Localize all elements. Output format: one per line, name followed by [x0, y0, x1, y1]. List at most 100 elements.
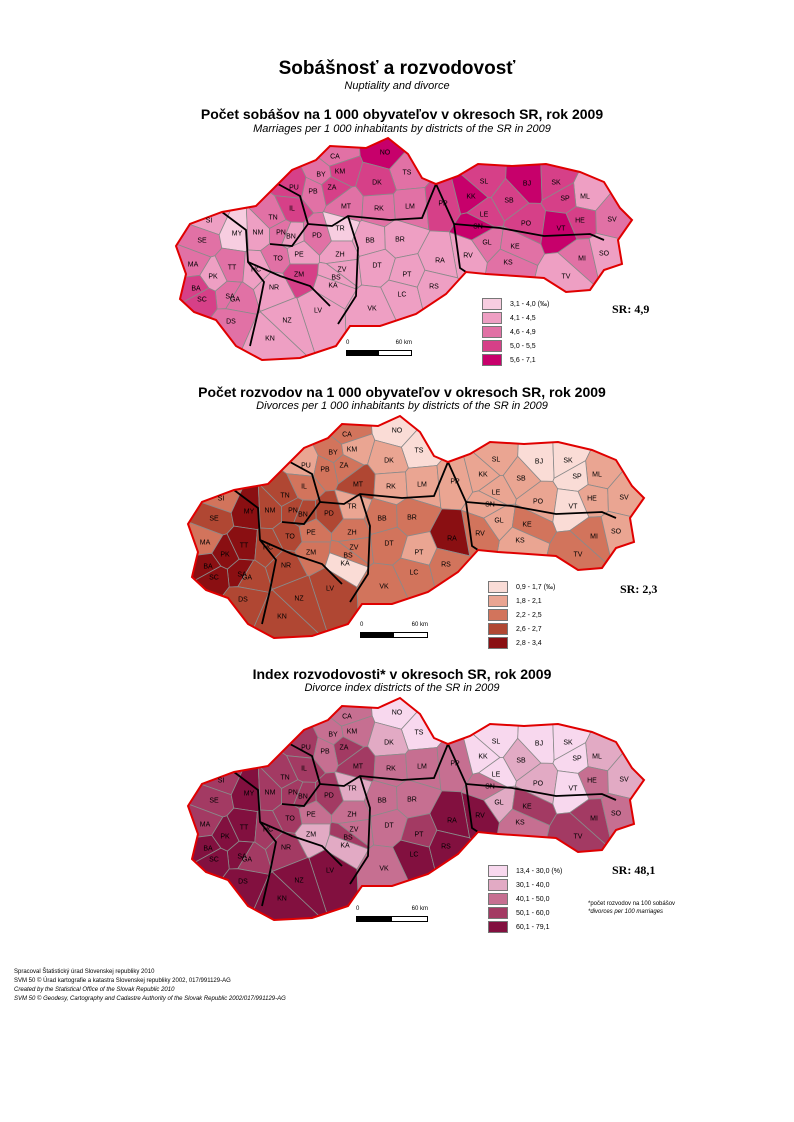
- map2-national-value: SR: 2,3: [620, 582, 658, 596]
- district-label: TS: [415, 730, 424, 737]
- district-label: SA: [225, 294, 235, 301]
- district-label: BR: [395, 237, 405, 244]
- district-label: TT: [240, 543, 249, 550]
- region-boundary: [349, 775, 371, 885]
- district-label: ZH: [347, 530, 356, 537]
- map1-subtitle: Marriages per 1 000 inhabitants by distr…: [253, 123, 551, 135]
- district-label: KM: [347, 447, 358, 454]
- district-label: BB: [365, 238, 375, 245]
- region-boundary: [233, 771, 277, 907]
- district-label: GL: [494, 800, 503, 807]
- district-label: SB: [516, 758, 526, 765]
- district-label: SV: [607, 217, 617, 224]
- district-label: DT: [372, 263, 382, 270]
- district-label: BJ: [535, 741, 543, 748]
- district-label: KA: [328, 283, 338, 290]
- district-label: MA: [200, 822, 211, 829]
- district-label: KE: [522, 804, 532, 811]
- district-label: MI: [578, 256, 586, 263]
- district-label: PD: [324, 511, 334, 518]
- map3-footnote: *počet rozvodov na 100 sobášov *divorces…: [588, 901, 676, 915]
- district-label: SB: [504, 198, 514, 205]
- district-label: NR: [281, 563, 291, 570]
- footer-credits: Spracoval Štatistický úrad Slovenskej re…: [14, 969, 286, 1002]
- map3-national-value: SR: 48,1: [612, 863, 656, 877]
- district-label: MY: [232, 231, 243, 238]
- district-label: LM: [417, 482, 427, 489]
- district-label: RV: [475, 813, 485, 820]
- district-ds: [188, 586, 270, 638]
- district-label: HE: [575, 218, 585, 225]
- district-label: GL: [482, 240, 491, 247]
- region-boundary: [447, 461, 479, 551]
- legend-item: 2,8 - 3,4: [488, 636, 555, 650]
- district-label: DT: [384, 823, 394, 830]
- district-label: PN: [288, 790, 298, 797]
- district-label: SK: [563, 740, 573, 747]
- district-label: TT: [228, 265, 237, 272]
- district-label: PP: [450, 761, 460, 768]
- map3-legend: 13,4 - 30,0 (%) 30,1 - 40,0 40,1 - 50,0 …: [488, 864, 562, 934]
- district-label: BY: [328, 732, 338, 739]
- region-boundary: [233, 489, 277, 625]
- district-label: HC: [263, 827, 273, 834]
- district-label: NO: [380, 150, 391, 157]
- district-label: TR: [335, 226, 344, 233]
- district-label: BN: [298, 512, 308, 519]
- district-label: LV: [326, 868, 334, 875]
- district-label: ZM: [306, 832, 316, 839]
- district-label: LE: [480, 212, 489, 219]
- district-label: RA: [447, 536, 457, 543]
- district-so: [600, 510, 644, 635]
- district-label: SI: [218, 496, 225, 503]
- district-sc: [188, 565, 230, 638]
- legend-item: 50,1 - 60,0: [488, 906, 562, 920]
- district-label: NO: [392, 710, 403, 717]
- district-label: LM: [405, 204, 415, 211]
- district-label: KM: [347, 729, 358, 736]
- district-label: SL: [480, 179, 489, 186]
- district-label: CA: [330, 154, 340, 161]
- district-label: BJ: [535, 459, 543, 466]
- district-label: PB: [320, 467, 330, 474]
- district-label: PP: [438, 201, 448, 208]
- district-label: NM: [265, 790, 276, 797]
- district-label: BN: [286, 234, 296, 241]
- district-label: ZV: [350, 827, 359, 834]
- region-boundary: [465, 501, 617, 519]
- district-label: RV: [463, 253, 473, 260]
- district-label: ZV: [338, 267, 347, 274]
- district-label: SC: [197, 297, 207, 304]
- district-label: ZM: [306, 550, 316, 557]
- district-label: KS: [515, 820, 525, 827]
- district-label: BS: [343, 835, 353, 842]
- district-label: ZH: [335, 252, 344, 259]
- district-label: LC: [410, 852, 419, 859]
- district-label: ML: [592, 472, 602, 479]
- district-label: KN: [277, 896, 287, 903]
- map1-legend: 3,1 - 4,0 (‰) 4,1 - 4,5 4,6 - 4,9 5,0 - …: [482, 297, 549, 367]
- district-label: BN: [298, 794, 308, 801]
- district-label: TR: [347, 786, 356, 793]
- district-label: TO: [273, 256, 283, 263]
- district-label: VK: [379, 866, 389, 873]
- district-label: LC: [398, 292, 407, 299]
- district-label: MT: [353, 764, 364, 771]
- map2-title: Počet rozvodov na 1 000 obyvateľov v okr…: [198, 384, 606, 400]
- page-subtitle: Nuptiality and divorce: [344, 80, 450, 92]
- district-label: ZM: [294, 272, 304, 279]
- district-label: KK: [466, 194, 476, 201]
- district-label: CA: [342, 432, 352, 439]
- district-label: SL: [492, 739, 501, 746]
- map1-scale-bar: 0 60 km: [346, 340, 412, 356]
- district-ds: [188, 868, 270, 920]
- district-label: VT: [569, 504, 579, 511]
- region-boundary: [259, 821, 343, 867]
- district-label: DT: [384, 541, 394, 548]
- district-label: RK: [374, 206, 384, 213]
- district-label: ZV: [350, 545, 359, 552]
- district-label: SA: [237, 572, 247, 579]
- district-label: DS: [238, 879, 248, 886]
- legend-item: 30,1 - 40,0: [488, 878, 562, 892]
- district-label: BS: [343, 553, 353, 560]
